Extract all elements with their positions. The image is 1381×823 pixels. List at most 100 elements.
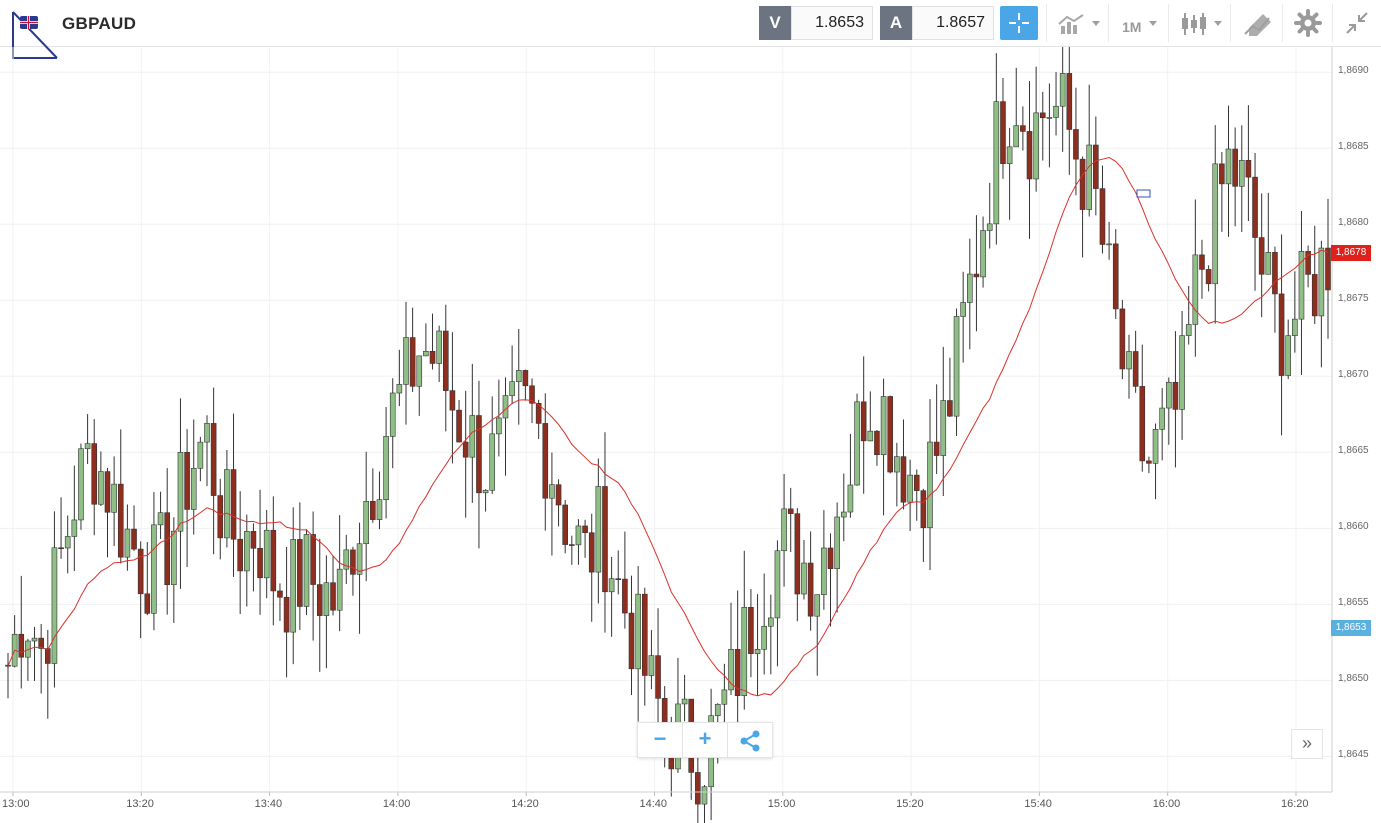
chart-grid [0,47,1332,796]
candle-bear [1205,269,1212,285]
indicators-button[interactable] [1046,4,1108,42]
candle-bull [64,536,71,549]
candle-bear [920,490,927,529]
candle-bull [1298,251,1305,320]
candle-bull [1013,125,1020,148]
chart-type-button[interactable] [1168,4,1230,42]
ask-price[interactable]: 1.8657 [912,6,994,40]
candle-bear [44,648,51,664]
candle-bull [303,534,310,607]
candle-bear [1325,247,1331,291]
candle-bull [323,582,330,616]
candle-bull [834,516,840,569]
current-price-marker: 1,8678 [1331,245,1371,261]
candle-bull [847,484,854,513]
share-icon [740,730,760,752]
candle-bear [230,469,237,540]
price-chart[interactable] [0,47,1381,823]
y-tick-label: 1,8680 [1338,217,1369,229]
candle-bear [449,390,456,411]
candle-bull [595,486,602,573]
candle-bull [1033,112,1039,180]
y-tick-label: 1,8660 [1338,521,1369,533]
candle-bear [283,596,290,633]
candle-bull [151,524,157,614]
candle-bull [423,350,429,357]
candle-bear [887,396,894,473]
y-tick-label: 1,8690 [1338,65,1369,77]
candle-bull [363,500,369,545]
candle-bull [768,617,774,627]
candle-bear [409,337,416,387]
candle-bear [542,423,549,499]
collapse-button[interactable] [1332,4,1381,42]
bid-price[interactable]: 1.8653 [791,6,873,40]
x-tick-label: 14:40 [639,798,668,810]
candle-bear [1272,252,1278,295]
candle-bull [1285,335,1292,376]
candle-bear [1258,237,1265,275]
candle-bull [1192,254,1199,325]
zoom-in-button[interactable]: + [683,723,728,757]
drawing-tools-button[interactable] [1230,4,1282,42]
settings-button[interactable] [1282,4,1332,42]
candle-bear [104,471,111,513]
candle-bear [555,484,562,506]
x-tick-label: 14:00 [382,798,411,810]
candle-bear [582,525,588,534]
candle-bull [1086,144,1093,210]
uk-flag-icon [20,16,38,29]
candle-bull [549,484,555,499]
crosshair-button[interactable] [1000,6,1038,40]
collapse-icon [1346,12,1368,34]
candle-bull [960,302,966,317]
candle-bear [1066,73,1073,130]
gear-icon [1294,9,1322,37]
candle-bear [217,495,224,539]
timeframe-button[interactable]: 1M [1108,4,1168,42]
zoom-out-button[interactable]: − [638,723,683,757]
candle-bull [701,786,708,805]
candle-bull [801,562,807,595]
candle-bear [456,409,462,443]
candle-bear [1199,254,1205,270]
candle-bear [316,584,323,616]
candle-bear [1146,460,1152,464]
bid-price-marker: 1,8653 [1331,620,1371,636]
candle-bear [661,698,668,724]
scroll-to-end-button[interactable]: » [1291,729,1323,759]
candle-bear [913,474,920,491]
candle-bear [1073,129,1079,160]
moving-average-line [7,156,1329,697]
candle-bull [681,698,688,705]
share-button[interactable] [728,723,772,757]
candle-bear [562,504,568,545]
candle-bull [840,511,847,518]
candle-bull [84,443,91,450]
candle-bull [396,384,403,394]
candle-bull [416,355,423,387]
candle-bull [204,423,210,443]
candle-bear [641,593,648,676]
candle-bull [436,330,442,364]
candle-bull [635,593,641,670]
candle-bull [967,273,973,303]
candle-bull [1046,117,1053,119]
candle-bull [78,448,84,521]
drawing-tools-icon [1244,14,1271,36]
y-tick-label: 1,8655 [1338,597,1369,609]
candle-bull [927,441,933,529]
x-tick-label: 13:20 [126,798,154,810]
candle-bull [980,230,986,278]
indicators-icon [1058,14,1084,34]
candle-bear [131,528,137,550]
candle-bull [1265,252,1272,275]
y-tick-label: 1,8665 [1338,445,1369,457]
candle-bull [1185,324,1192,336]
candle-bull [754,649,761,654]
candle-bear [1099,188,1106,245]
candle-bull [290,539,297,633]
symbol-title[interactable]: GBPAUD [62,14,137,33]
candle-bull [111,483,117,513]
y-tick-label: 1,8645 [1338,749,1369,761]
